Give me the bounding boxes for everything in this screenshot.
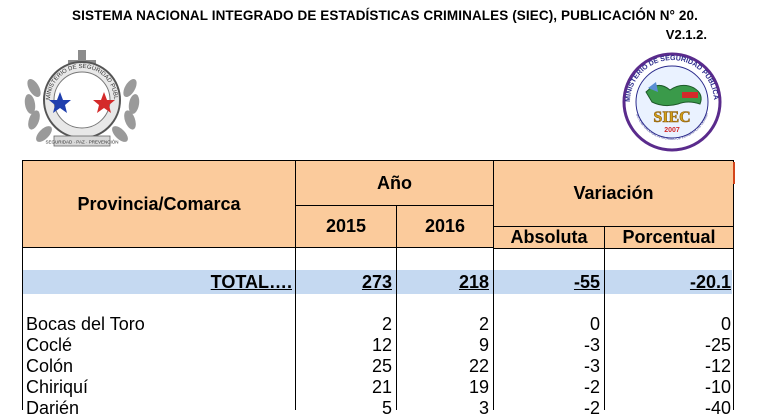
header-absolute-label: Absoluta [510,227,588,247]
total-row [22,270,732,294]
version-label: V2.1.2. [665,27,707,42]
row-2016: 9 [478,335,489,355]
row-percent: -10 [704,377,731,397]
row-percent: -40 [704,398,731,418]
header-absolute: Absoluta [493,226,605,249]
row-percent: -25 [704,335,731,355]
row-absolute: -3 [583,335,600,355]
row-2015: 2 [381,314,392,334]
header-province-label: Provincia/Comarca [77,193,241,214]
ministry-seal-logo: MINISTERIO DE SEGURIDAD PÚBLICA SEGURIDA… [20,48,140,147]
row-2016: 22 [468,356,489,376]
row-2015: 12 [371,335,392,355]
row-province: Coclé [26,335,73,355]
header-2015: 2015 [295,205,397,248]
row-2016: 3 [478,398,489,418]
row-percent: -12 [704,356,731,376]
header-edge-mark [733,162,735,184]
row-2016: 19 [468,377,489,397]
header-percent-label: Porcentual [622,227,716,247]
row-2015: 21 [371,377,392,397]
header-variation-label: Variación [573,183,654,203]
total-percent: -20.1 [689,272,731,292]
total-absolute: -55 [573,272,600,292]
siec-year: 2007 [664,127,680,134]
row-province: Darién [26,398,80,418]
total-2015: 273 [361,272,392,292]
total-2016: 218 [458,272,489,292]
col-line [733,248,734,410]
total-row-content: TOTAL…. 273 218 -55 -20.1 [22,270,732,294]
row-absolute: 0 [589,314,600,334]
col-line [22,248,23,410]
col-line [493,248,494,410]
page-title: SISTEMA NACIONAL INTEGRADO DE ESTADÍSTIC… [72,8,698,23]
row-absolute: -3 [583,356,600,376]
row-2015: 5 [381,398,392,418]
total-label: TOTAL…. [210,272,292,292]
header-2015-label: 2015 [325,216,367,236]
header-percent: Porcentual [604,226,734,249]
col-line [396,248,397,410]
header-2016: 2016 [396,205,494,248]
header-year-label: Año [377,172,412,193]
header-variation: Variación [493,160,734,227]
header-2016-label: 2016 [424,216,466,236]
col-line [295,248,296,410]
header-year: Año [295,160,494,206]
row-province: Chiriquí [26,377,89,397]
siec-brand: SIEC [653,109,690,126]
row-2016: 2 [478,314,489,334]
row-2015: 25 [371,356,392,376]
row-percent: 0 [720,314,731,334]
col-line [604,248,605,410]
row-absolute: -2 [583,398,600,418]
row-province: Colón [26,356,74,376]
row-absolute: -2 [583,377,600,397]
header-province: Provincia/Comarca [22,160,296,248]
row-province: Bocas del Toro [26,314,145,334]
seal-motto: SEGURIDAD · PAZ · PREVENCIÓN [46,139,119,145]
siec-logo: MINISTERIO DE SEGURIDAD PÚBLICA SIEC 200… [612,52,722,152]
